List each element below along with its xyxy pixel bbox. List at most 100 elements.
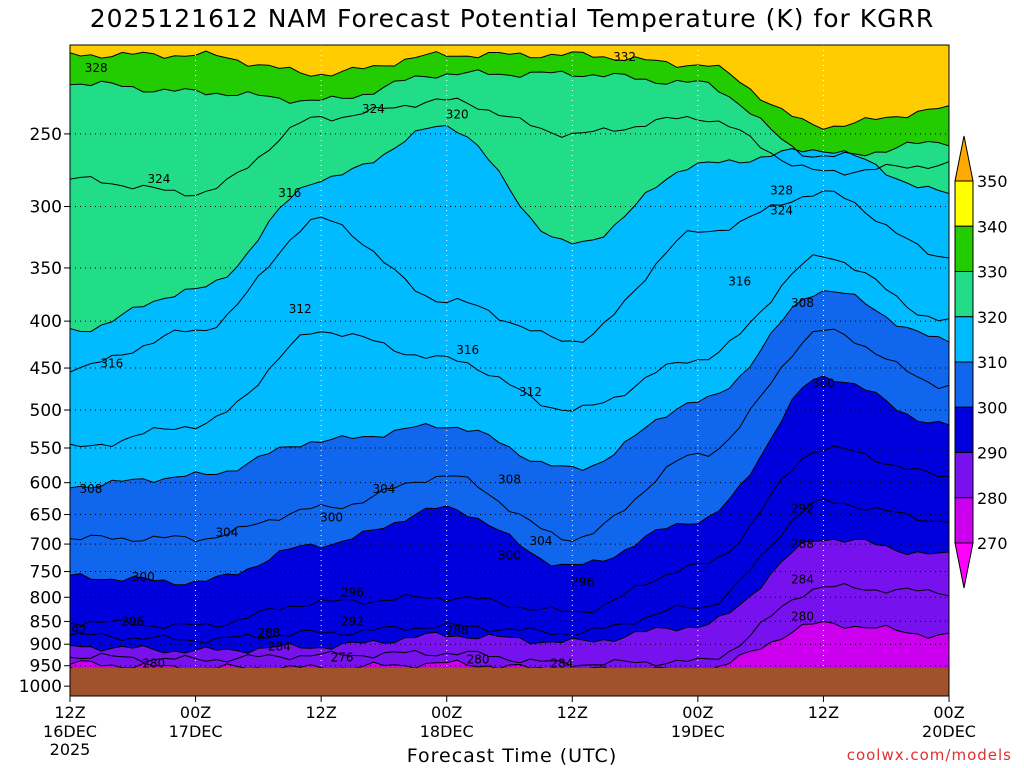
- colorbar-tick-label: 290: [977, 444, 1008, 463]
- x-tick-date: 17DEC: [169, 722, 223, 741]
- contour-label: 280: [467, 652, 490, 666]
- contour-label: 284: [550, 657, 573, 671]
- surface-fill: [70, 668, 949, 696]
- contour-label: 288: [791, 537, 814, 551]
- contour-line-308: [70, 290, 949, 489]
- contour-label: 324: [362, 102, 385, 116]
- contour-label: 292: [341, 614, 364, 628]
- y-tick-label: 850: [30, 612, 62, 632]
- contour-label: 324: [770, 203, 793, 217]
- x-tick-label: 12Z: [54, 703, 85, 722]
- y-tick-label: 600: [30, 474, 62, 494]
- x-tick-label: 12Z: [808, 703, 839, 722]
- contour-label: 288: [446, 624, 469, 638]
- contour-label: 280: [142, 657, 165, 671]
- contour-label: 300: [320, 511, 343, 525]
- y-tick-label: 950: [30, 657, 62, 677]
- colorbar-tick-label: 350: [977, 172, 1008, 191]
- contour-label: 284: [268, 639, 291, 653]
- colorbar-tick-label: 280: [977, 489, 1008, 508]
- plot-frame: [69, 44, 950, 697]
- y-tick-label: 250: [30, 125, 62, 145]
- contour-line-304: [70, 328, 949, 543]
- x-axis-label: Forecast Time (UTC): [406, 745, 618, 767]
- contour-line-288: [70, 538, 949, 654]
- x-tick-label: 12Z: [305, 703, 336, 722]
- y-tick-label: 300: [30, 198, 62, 218]
- contour-label: 324: [147, 172, 170, 186]
- contour-label: 296: [571, 575, 594, 589]
- contour-label: 308: [498, 472, 521, 486]
- contour-line-296: [70, 445, 949, 630]
- contour-label: 304: [372, 482, 395, 496]
- contour-line-324: [70, 97, 949, 197]
- contour-label: 312: [0, 447, 19, 461]
- x-tick-label: 00Z: [933, 703, 964, 722]
- y-tick-label: 400: [30, 312, 62, 332]
- contour-label: 316: [456, 343, 479, 357]
- contour-label: 300: [812, 377, 835, 391]
- x-tick-label: 00Z: [682, 703, 713, 722]
- contour-labels: 328 332 324 324 320 316 328 324 316 312 308 316 316 3…: [0, 50, 835, 671]
- contour-label: 316: [278, 186, 301, 200]
- y-tick-label: 750: [30, 563, 62, 583]
- colorbar-tick-label: 320: [977, 308, 1008, 327]
- contour-label: 328: [85, 61, 108, 75]
- contour-label: 308: [791, 296, 814, 310]
- contour-label: 276: [331, 650, 354, 664]
- contour-label: 304: [216, 526, 239, 540]
- colorbar-tick-label: 300: [977, 398, 1008, 417]
- contour-line-332: [70, 50, 949, 130]
- contour-line-300: [70, 375, 949, 586]
- surface-ground: [70, 668, 949, 696]
- contour-label: 312: [289, 302, 312, 316]
- contour-line-328: [70, 69, 949, 158]
- contour-label: 296: [121, 614, 144, 628]
- contour-label: 284: [0, 637, 19, 651]
- y-tick-label: 500: [30, 401, 62, 421]
- colorbar-tick-label: 340: [977, 217, 1008, 236]
- x-tick-date: 16DEC: [43, 722, 97, 741]
- contour-line-316: [70, 190, 949, 373]
- x-tick-label: 12Z: [557, 703, 588, 722]
- x-tick-label: 00Z: [431, 703, 462, 722]
- contour-label: 312: [519, 385, 542, 399]
- colorbar-band-340: [954, 180, 974, 227]
- y-tick-label: 800: [30, 588, 62, 608]
- colorbar-band-300: [954, 361, 974, 408]
- y-tick-label: 650: [30, 506, 62, 526]
- contour-line-292: [70, 498, 949, 644]
- x-tick-date: 18DEC: [420, 722, 474, 741]
- colorbar-band-310: [954, 316, 974, 363]
- contour-label: 332: [613, 50, 636, 64]
- contour-label: 284: [791, 572, 814, 586]
- contour-label: 316: [100, 357, 123, 371]
- colorbar-band-280: [954, 452, 974, 499]
- contour-label: 280: [791, 610, 814, 624]
- contour-label: 292: [791, 501, 814, 515]
- y-tick-label: 350: [30, 259, 62, 279]
- contour-label: 300: [132, 570, 155, 584]
- colorbar-band-330: [954, 225, 974, 272]
- y-tick-label: 1000: [19, 677, 62, 697]
- y-tick-label: 700: [30, 535, 62, 555]
- y-axis: 250 300 350 400 450 500 550 600 650 700 750 800 850 9…: [19, 125, 70, 697]
- y-tick-label: 450: [30, 359, 62, 379]
- colorbar-under: [954, 542, 974, 589]
- contour-line-320: [70, 124, 949, 333]
- contour-label: 300: [498, 548, 521, 562]
- credit-text: coolwx.com/models: [846, 746, 1012, 764]
- colorbar: 350 340 330 320 310 300 290 280 270: [954, 135, 1008, 589]
- y-tick-label: 550: [30, 439, 62, 459]
- x-tick-date: 20DEC: [922, 722, 976, 741]
- contour-label: 304: [529, 534, 552, 548]
- contour-label: 320: [446, 107, 469, 121]
- colorbar-tick-label: 310: [977, 353, 1008, 372]
- contour-line-280: [70, 620, 949, 674]
- colorbar-band-290: [954, 406, 974, 453]
- contour-label: 328: [770, 183, 793, 197]
- contour-label: 288: [257, 626, 280, 640]
- colorbar-band-320: [954, 271, 974, 318]
